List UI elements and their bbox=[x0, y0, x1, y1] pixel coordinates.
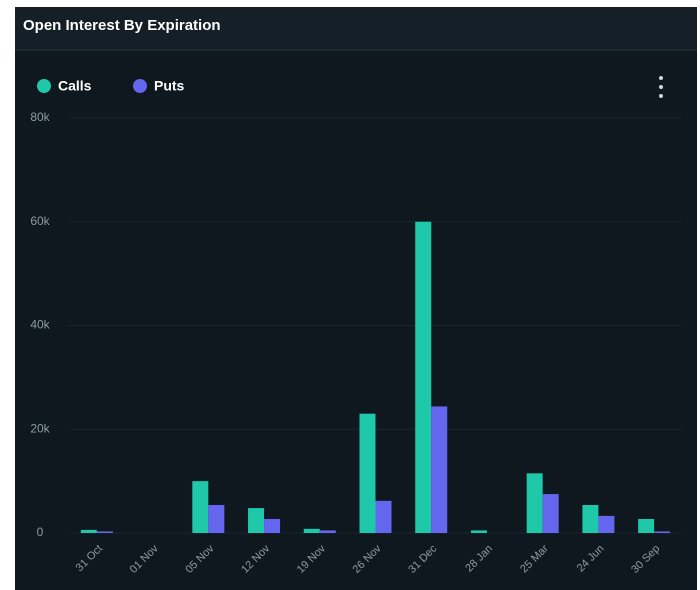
menu-icon[interactable] bbox=[659, 76, 663, 98]
legend-marker bbox=[133, 79, 147, 93]
y-tick-label: 40k bbox=[30, 318, 50, 332]
bar bbox=[542, 494, 559, 533]
bar bbox=[359, 413, 376, 533]
bar bbox=[80, 529, 97, 533]
bar bbox=[654, 531, 671, 533]
bar bbox=[264, 518, 281, 533]
bar bbox=[192, 481, 209, 533]
bar bbox=[582, 504, 599, 533]
bar bbox=[431, 406, 448, 533]
bar bbox=[303, 528, 320, 533]
legend-label: Calls bbox=[58, 78, 92, 94]
bar bbox=[375, 500, 392, 533]
panel bbox=[15, 7, 697, 590]
chart-title: Open Interest By Expiration bbox=[23, 17, 221, 34]
bar bbox=[248, 508, 265, 533]
menu-dot[interactable] bbox=[659, 76, 663, 80]
y-tick-label: 80k bbox=[30, 110, 50, 124]
bar bbox=[415, 221, 432, 533]
menu-dot[interactable] bbox=[659, 85, 663, 89]
legend-label: Puts bbox=[154, 78, 185, 94]
y-tick-label: 0 bbox=[37, 525, 44, 539]
bar bbox=[319, 530, 336, 533]
y-tick-label: 20k bbox=[30, 421, 50, 435]
y-tick-label: 60k bbox=[30, 214, 50, 228]
header bbox=[15, 7, 697, 50]
menu-dot[interactable] bbox=[659, 94, 663, 98]
bar bbox=[638, 518, 655, 533]
bar bbox=[96, 531, 113, 533]
bar bbox=[526, 473, 543, 533]
bar bbox=[208, 504, 225, 533]
legend-marker bbox=[37, 79, 51, 93]
bar bbox=[470, 530, 487, 533]
bar bbox=[598, 515, 615, 533]
